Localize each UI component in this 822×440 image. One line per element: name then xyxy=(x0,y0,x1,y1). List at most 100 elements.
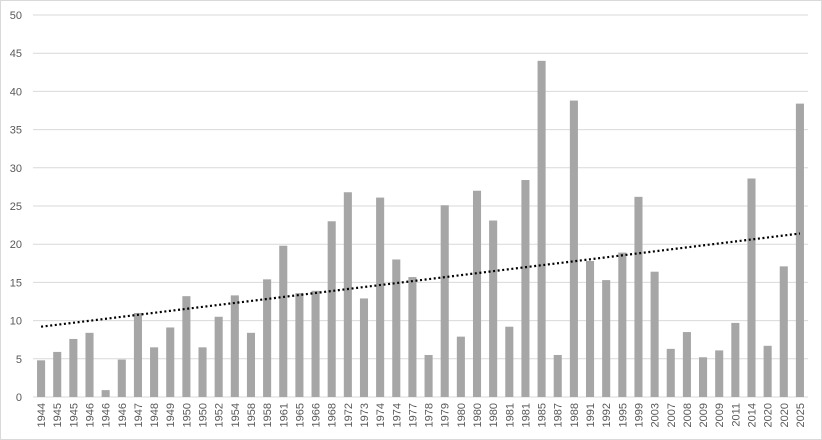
bar xyxy=(553,354,562,397)
x-tick-label: 1961 xyxy=(278,403,290,427)
x-tick-label: 1974 xyxy=(391,403,403,427)
x-tick-label: 1974 xyxy=(375,403,387,427)
bar xyxy=(537,60,546,398)
bar xyxy=(505,326,514,397)
bar xyxy=(392,259,401,397)
bar xyxy=(747,178,756,397)
trendline xyxy=(40,232,801,328)
bar xyxy=(101,390,110,397)
x-tick-label: 1946 xyxy=(101,403,113,427)
bar xyxy=(295,293,304,397)
bar xyxy=(602,280,611,397)
x-tick-label: 1948 xyxy=(149,403,161,427)
x-tick-label: 2008 xyxy=(682,403,694,427)
y-tick-label: 0 xyxy=(16,392,22,404)
y-tick-label: 30 xyxy=(10,163,22,175)
y-tick-label: 15 xyxy=(10,277,22,289)
x-tick-label: 1945 xyxy=(68,403,80,427)
x-tick-label: 2009 xyxy=(714,403,726,427)
x-tick-label: 1950 xyxy=(198,403,210,427)
bar xyxy=(166,327,175,397)
x-tick-label: 1968 xyxy=(327,403,339,427)
bar xyxy=(376,197,385,397)
x-tick-label: 2014 xyxy=(746,403,758,427)
x-tick-label: 2007 xyxy=(666,403,678,427)
x-tick-label: 1999 xyxy=(633,403,645,427)
bar xyxy=(214,316,223,397)
bar xyxy=(489,220,498,397)
bar xyxy=(327,221,336,397)
x-tick-label: 1946 xyxy=(85,403,97,427)
bar xyxy=(666,348,675,397)
bar xyxy=(763,345,772,397)
x-tick-label: 1988 xyxy=(569,403,581,427)
bar xyxy=(311,290,320,397)
x-tick-label: 1985 xyxy=(537,403,549,427)
bar xyxy=(472,190,482,397)
x-tick-label: 1954 xyxy=(230,403,242,427)
bar xyxy=(618,252,627,397)
bar xyxy=(408,277,417,397)
bar xyxy=(779,266,788,397)
x-tick-label: 1949 xyxy=(165,403,177,427)
bar xyxy=(585,261,595,397)
x-tick-label: 1980 xyxy=(472,403,484,427)
y-tick-label: 50 xyxy=(10,10,22,22)
x-tick-label: 1950 xyxy=(181,403,193,427)
x-tick-label: 1981 xyxy=(504,403,516,427)
y-tick-label: 25 xyxy=(10,201,22,213)
bar xyxy=(440,205,449,397)
x-tick-label: 1944 xyxy=(36,403,48,427)
bar xyxy=(731,322,740,397)
x-tick-label: 2011 xyxy=(730,403,742,427)
x-tick-label: 1965 xyxy=(294,403,306,427)
bar xyxy=(456,336,465,397)
bar xyxy=(150,347,159,397)
x-tick-label: 1995 xyxy=(617,403,629,427)
bar xyxy=(521,180,530,397)
x-tick-label: 1992 xyxy=(601,403,613,427)
bar xyxy=(279,245,288,397)
x-tick-label: 2009 xyxy=(698,403,710,427)
bar xyxy=(69,338,78,397)
bar xyxy=(53,351,62,397)
x-tick-label: 1946 xyxy=(117,403,129,427)
bar xyxy=(85,332,94,397)
x-tick-label: 1981 xyxy=(520,403,532,427)
y-tick-label: 5 xyxy=(16,354,22,366)
y-tick-label: 35 xyxy=(10,125,22,137)
x-tick-label: 2003 xyxy=(650,403,662,427)
x-tick-label: 1980 xyxy=(456,403,468,427)
x-tick-label: 1947 xyxy=(133,403,145,427)
x-tick-label: 1978 xyxy=(424,403,436,427)
bar xyxy=(569,100,578,398)
x-tick-label: 1966 xyxy=(311,403,323,427)
x-tick-label: 1979 xyxy=(440,403,452,427)
x-tick-label: 2020 xyxy=(763,403,775,427)
bar xyxy=(133,312,142,397)
x-tick-label: 1952 xyxy=(214,403,226,427)
bar xyxy=(795,103,804,398)
bar xyxy=(198,347,207,397)
x-tick-label: 1958 xyxy=(246,403,258,427)
bar xyxy=(263,279,272,397)
bar xyxy=(634,196,643,397)
bar xyxy=(343,192,352,397)
x-tick-label: 1945 xyxy=(52,403,64,427)
bar xyxy=(699,357,708,397)
x-tick-label: 2025 xyxy=(795,403,807,427)
y-tick-label: 10 xyxy=(10,316,22,328)
bar xyxy=(117,359,126,397)
x-tick-label: 1972 xyxy=(343,403,355,427)
x-tick-label: 1980 xyxy=(488,403,500,427)
y-tick-label: 20 xyxy=(10,239,22,251)
bar xyxy=(37,360,46,397)
bar xyxy=(715,350,724,397)
bar xyxy=(424,354,433,397)
bar xyxy=(246,332,256,397)
bar xyxy=(682,332,691,397)
x-tick-label: 1991 xyxy=(585,403,597,427)
x-tick-label: 1977 xyxy=(407,403,419,427)
bar xyxy=(230,295,239,397)
